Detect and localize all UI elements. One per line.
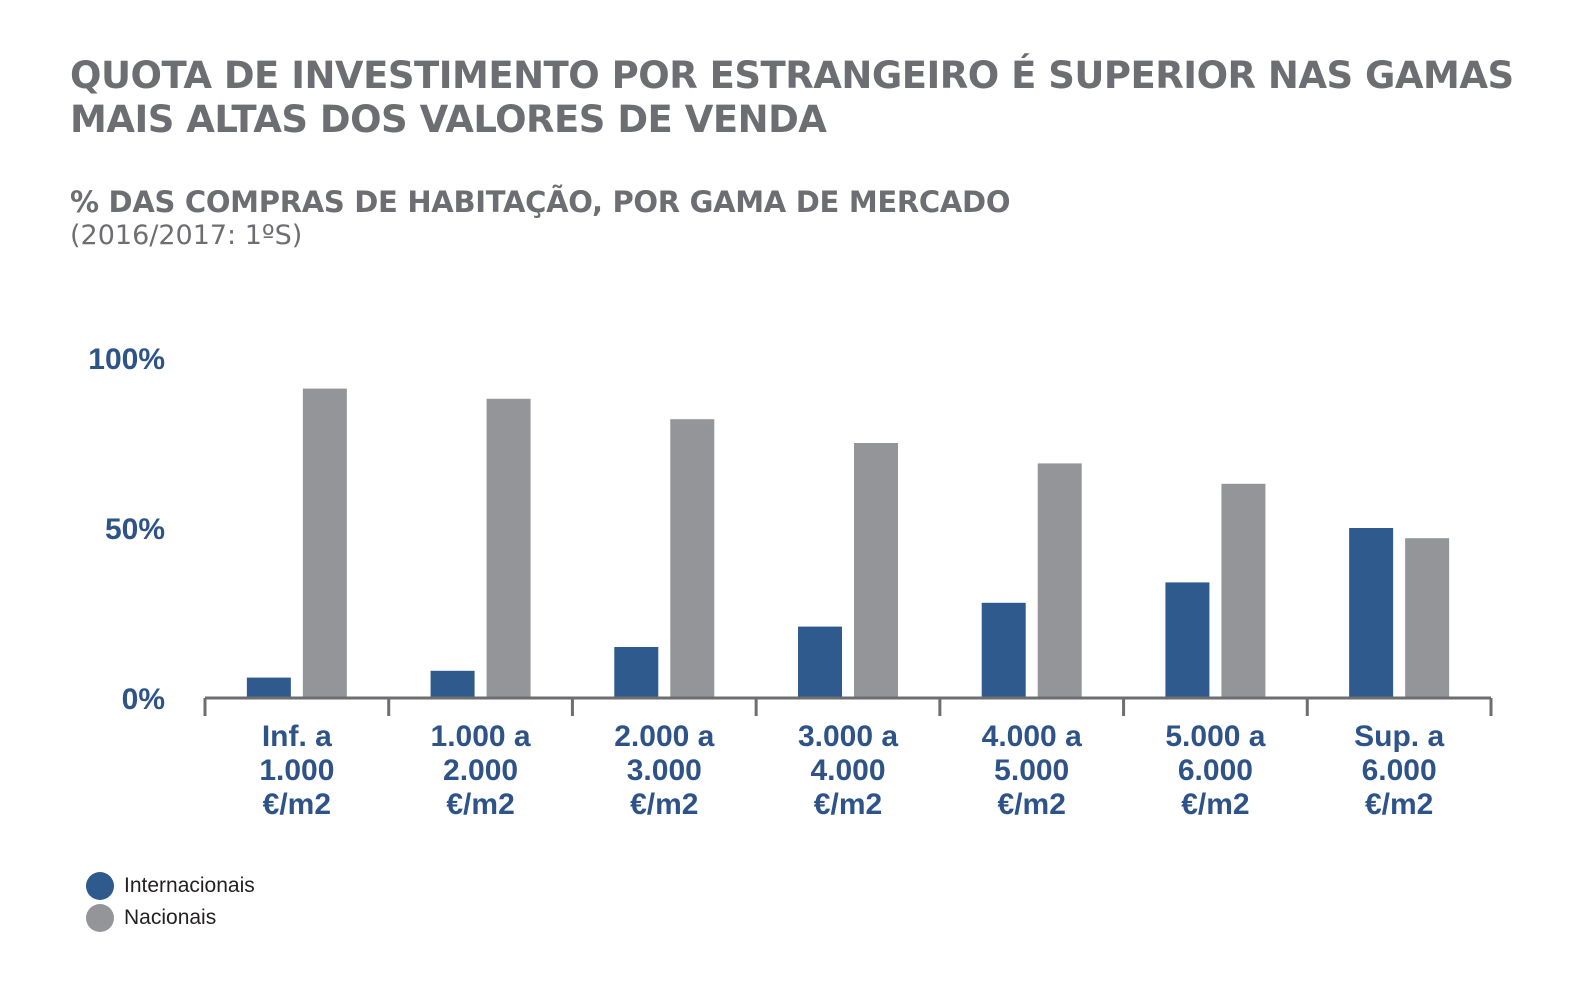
x-category-label-line: 4.000 a: [982, 720, 1082, 753]
x-category-label: Inf. a 1.000 €/m2: [259, 720, 334, 821]
x-category-label: 5.000 a 6.000 €/m2: [1165, 720, 1265, 821]
y-tick-label: 0%: [122, 683, 165, 716]
x-category-label-line: 2.000 a: [614, 720, 714, 753]
bar-nacionais: [854, 443, 898, 698]
x-category-label-line: 1.000: [259, 754, 334, 787]
x-category-label: 1.000 a 2.000 €/m2: [431, 720, 531, 821]
legend: Internacionais Nacionais: [86, 870, 255, 934]
x-category-label-line: 4.000: [810, 754, 885, 787]
x-category-label-line: 3.000 a: [798, 720, 898, 753]
x-category-label-line: €/m2: [998, 788, 1066, 821]
x-category-label-line: 2.000: [443, 754, 518, 787]
chart-title: QUOTA DE INVESTIMENTO POR ESTRANGEIRO É …: [70, 54, 1514, 141]
bar-nacionais: [486, 398, 531, 698]
x-category-label-line: €/m2: [446, 788, 514, 821]
bar-nacionais: [302, 388, 347, 698]
x-category-label-line: Inf. a: [262, 720, 332, 753]
x-category-label-line: 6.000: [1178, 754, 1253, 787]
y-axis-ticks: 0% 50% 100%: [88, 343, 165, 716]
x-category-label: 2.000 a 3.000 €/m2: [614, 720, 714, 821]
bar-internacionais: [430, 670, 475, 698]
bar-nacionais: [1405, 538, 1450, 698]
bar-nacionais: [1037, 463, 1082, 698]
x-axis-labels: Inf. a 1.000 €/m21.000 a 2.000 €/m22.000 a 3.…: [259, 720, 1444, 821]
bars: [246, 388, 1450, 698]
bar-internacionais: [981, 602, 1026, 698]
legend-item-internacionais: Internacionais: [86, 870, 255, 902]
bar-internacionais: [1165, 582, 1210, 698]
legend-label-nacionais: Nacionais: [124, 906, 217, 929]
chart-subtitle: % DAS COMPRAS DE HABITAÇÃO, POR GAMA DE …: [70, 185, 1011, 219]
y-tick-label: 50%: [105, 513, 165, 546]
x-axis: [203, 696, 1493, 716]
x-category-label-line: €/m2: [630, 788, 698, 821]
chart-period: (2016/2017: 1ºS): [70, 220, 303, 251]
x-category-label-line: 6.000: [1362, 754, 1437, 787]
legend-swatch-nacionais: [86, 904, 114, 932]
bar-internacionais: [614, 647, 659, 698]
bar-internacionais: [1349, 528, 1394, 698]
legend-label-internacionais: Internacionais: [124, 874, 255, 897]
x-category-label-line: €/m2: [263, 788, 331, 821]
x-category-label-line: 5.000 a: [1165, 720, 1265, 753]
x-category-label-line: 5.000: [994, 754, 1069, 787]
bar-internacionais: [246, 677, 291, 698]
x-category-label: Sup. a 6.000 €/m2: [1354, 720, 1444, 821]
x-category-label-line: €/m2: [814, 788, 882, 821]
x-category-label-line: 3.000: [627, 754, 702, 787]
bar-nacionais: [670, 419, 715, 698]
x-category-label: 3.000 a 4.000 €/m2: [798, 720, 898, 821]
bar-nacionais: [1221, 483, 1266, 698]
x-category-label-line: €/m2: [1181, 788, 1249, 821]
x-category-label-line: €/m2: [1365, 788, 1433, 821]
legend-swatch-internacionais: [86, 872, 114, 900]
x-category-label: 4.000 a 5.000 €/m2: [982, 720, 1082, 821]
y-tick-label: 100%: [88, 343, 165, 376]
x-category-label-line: 1.000 a: [431, 720, 531, 753]
x-category-label-line: Sup. a: [1354, 720, 1444, 753]
bar-internacionais: [798, 626, 842, 698]
legend-item-nacionais: Nacionais: [86, 902, 255, 934]
